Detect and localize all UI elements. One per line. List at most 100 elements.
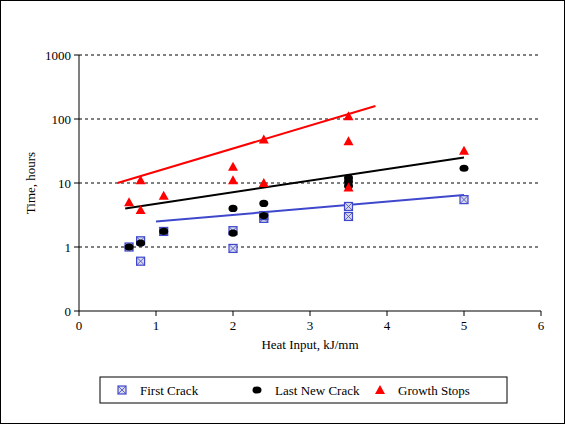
point xyxy=(259,200,268,207)
y-tick-label: 10 xyxy=(58,176,71,191)
grid-line xyxy=(79,119,541,120)
point xyxy=(124,197,134,206)
point xyxy=(125,243,133,251)
point xyxy=(136,240,145,247)
marker-part xyxy=(229,229,238,236)
point xyxy=(228,175,238,184)
marker-part xyxy=(160,227,168,235)
point xyxy=(259,212,268,219)
legend-marker xyxy=(118,386,126,394)
y-tick-label: 0 xyxy=(65,304,72,319)
marker-part xyxy=(259,212,268,219)
legend-label: Growth Stops xyxy=(398,383,470,398)
marker-part xyxy=(344,183,354,192)
point xyxy=(125,243,134,250)
point xyxy=(159,228,168,235)
point xyxy=(460,165,469,172)
legend-box xyxy=(100,377,507,403)
marker-part xyxy=(259,134,269,143)
marker-part xyxy=(345,212,353,220)
grid-line xyxy=(79,183,541,184)
x-tick-label: 1 xyxy=(153,318,160,333)
marker-part xyxy=(460,196,468,204)
y-tick xyxy=(74,247,79,248)
x-tick-label: 2 xyxy=(230,318,237,333)
x-tick xyxy=(79,311,80,316)
y-tick-label: 1 xyxy=(65,240,72,255)
grid-line xyxy=(79,55,541,56)
y-tick xyxy=(74,55,79,56)
legend-marker xyxy=(253,386,262,393)
marker-part xyxy=(125,243,133,251)
marker-part xyxy=(137,257,145,265)
x-tick-label: 3 xyxy=(307,318,314,333)
marker-part xyxy=(228,175,238,184)
x-axis xyxy=(79,311,541,312)
y-tick xyxy=(74,311,79,312)
marker-part xyxy=(460,196,468,204)
point xyxy=(259,134,269,143)
marker-part xyxy=(375,385,385,394)
x-tick-label: 6 xyxy=(538,318,545,333)
plot-area xyxy=(118,106,470,265)
x-tick xyxy=(464,311,465,316)
marker-part xyxy=(137,257,145,265)
y-tick-label: 1000 xyxy=(45,48,71,63)
marker-part xyxy=(118,386,126,394)
marker-part xyxy=(459,146,469,155)
marker-part xyxy=(125,243,134,250)
point xyxy=(228,162,238,171)
point xyxy=(345,212,353,220)
point xyxy=(137,257,145,265)
marker-part xyxy=(260,212,268,220)
point xyxy=(460,196,468,204)
marker-part xyxy=(260,212,268,220)
y-tick xyxy=(74,183,79,184)
marker-part xyxy=(124,197,134,206)
marker-part xyxy=(345,212,353,220)
grid-line xyxy=(79,247,541,248)
y-axis-label: Time, hours xyxy=(23,152,38,214)
point xyxy=(229,244,237,252)
marker-part xyxy=(118,386,126,394)
point xyxy=(160,227,168,235)
y-axis xyxy=(79,55,80,311)
frame xyxy=(1,1,565,424)
marker-part xyxy=(229,244,237,252)
x-tick-label: 5 xyxy=(461,318,468,333)
point xyxy=(229,205,238,212)
marker-part xyxy=(229,244,237,252)
marker-part xyxy=(259,200,268,207)
point xyxy=(344,111,354,120)
point xyxy=(259,178,269,187)
y-tick-label: 100 xyxy=(52,112,72,127)
chart: 011010010000123456Heat Input, kJ/mmTime,… xyxy=(0,0,565,424)
marker-part xyxy=(160,227,168,235)
x-tick xyxy=(541,311,542,316)
x-tick xyxy=(156,311,157,316)
x-tick xyxy=(387,311,388,316)
marker-part xyxy=(229,205,238,212)
marker-part xyxy=(344,111,354,120)
point xyxy=(344,136,354,145)
point xyxy=(136,205,146,214)
trend-line xyxy=(118,106,376,183)
legend-label: First Crack xyxy=(140,383,199,398)
marker-part xyxy=(344,136,354,145)
point xyxy=(345,202,353,210)
point xyxy=(344,183,354,192)
x-axis-label: Heat Input, kJ/mm xyxy=(261,337,358,352)
marker-part xyxy=(460,165,469,172)
point xyxy=(159,191,169,200)
marker-part xyxy=(136,205,146,214)
legend-marker xyxy=(375,385,385,394)
trend-line xyxy=(156,195,464,222)
marker-part xyxy=(228,162,238,171)
y-tick xyxy=(74,119,79,120)
marker-part xyxy=(345,202,353,210)
x-tick-label: 4 xyxy=(384,318,391,333)
marker-part xyxy=(136,240,145,247)
point xyxy=(136,175,146,184)
marker-part xyxy=(253,386,262,393)
marker-part xyxy=(159,191,169,200)
